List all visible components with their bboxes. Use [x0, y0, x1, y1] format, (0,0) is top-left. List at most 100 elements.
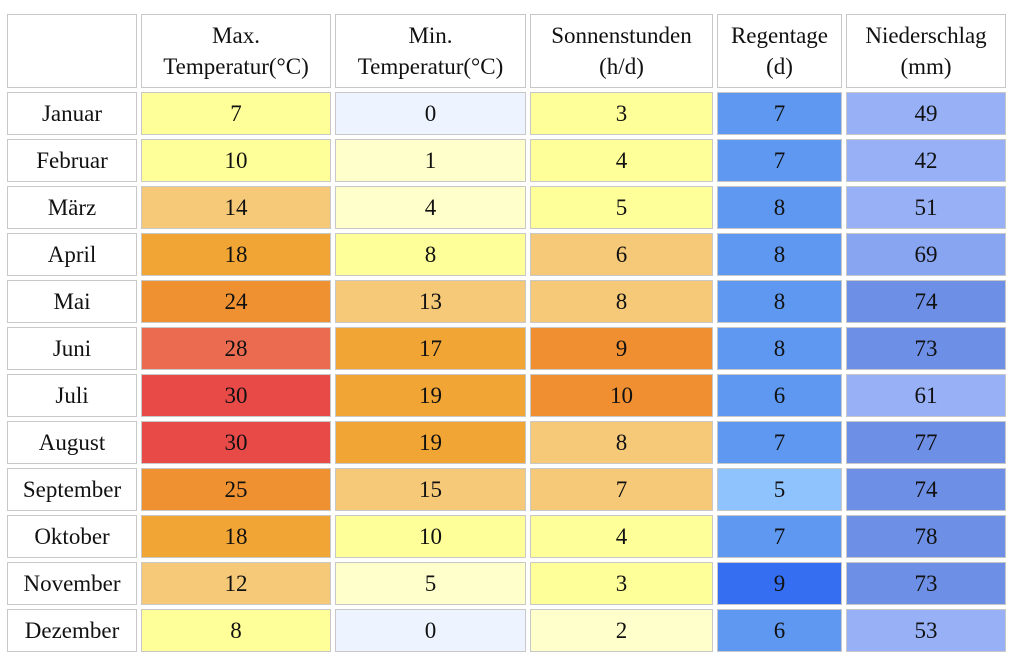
value-cell: 25: [141, 468, 331, 511]
value-cell: 3: [530, 562, 713, 605]
value-cell: 9: [717, 562, 842, 605]
value-cell: 10: [530, 374, 713, 417]
value-cell: 73: [846, 562, 1006, 605]
value-cell: 8: [717, 233, 842, 276]
table-row: Mai 24 13 8 8 74: [7, 280, 1006, 323]
value-cell: 7: [717, 421, 842, 464]
column-header: Min. Temperatur(°C): [335, 14, 526, 88]
column-header: Regentage (d): [717, 14, 842, 88]
value-cell: 8: [717, 327, 842, 370]
value-cell: 10: [141, 139, 331, 182]
header-line: Regentage: [730, 23, 829, 48]
value-cell: 19: [335, 421, 526, 464]
table-row: Juni 28 17 9 8 73: [7, 327, 1006, 370]
month-cell: März: [7, 186, 137, 229]
value-cell: 5: [717, 468, 842, 511]
value-cell: 8: [717, 186, 842, 229]
month-cell: Februar: [7, 139, 137, 182]
value-cell: 78: [846, 515, 1006, 558]
value-cell: 24: [141, 280, 331, 323]
value-cell: 8: [530, 421, 713, 464]
month-cell: Juli: [7, 374, 137, 417]
table-row: August 30 19 8 7 77: [7, 421, 1006, 464]
value-cell: 73: [846, 327, 1006, 370]
table-row: Oktober 18 10 4 7 78: [7, 515, 1006, 558]
month-cell: April: [7, 233, 137, 276]
value-cell: 61: [846, 374, 1006, 417]
table-row: Februar 10 1 4 7 42: [7, 139, 1006, 182]
value-cell: 5: [530, 186, 713, 229]
value-cell: 6: [530, 233, 713, 276]
column-header: Niederschlag (mm): [846, 14, 1006, 88]
header-line: (d): [766, 54, 793, 79]
value-cell: 8: [141, 609, 331, 652]
table-row: Januar 7 0 3 7 49: [7, 92, 1006, 135]
month-cell: September: [7, 468, 137, 511]
value-cell: 30: [141, 421, 331, 464]
value-cell: 5: [335, 562, 526, 605]
value-cell: 4: [530, 139, 713, 182]
table-row: Dezember 8 0 2 6 53: [7, 609, 1006, 652]
month-cell: Mai: [7, 280, 137, 323]
value-cell: 12: [141, 562, 331, 605]
value-cell: 7: [717, 139, 842, 182]
value-cell: 8: [335, 233, 526, 276]
value-cell: 53: [846, 609, 1006, 652]
value-cell: 30: [141, 374, 331, 417]
value-cell: 42: [846, 139, 1006, 182]
header-line: (h/d): [599, 54, 644, 79]
header-line: Temperatur(°C): [163, 54, 309, 79]
month-cell: August: [7, 421, 137, 464]
header-line: Sonnenstunden: [551, 23, 692, 48]
value-cell: 4: [530, 515, 713, 558]
value-cell: 19: [335, 374, 526, 417]
page: Max. Temperatur(°C) Min. Temperatur(°C) Sonn…: [7, 14, 1006, 652]
value-cell: 1: [335, 139, 526, 182]
value-cell: 2: [530, 609, 713, 652]
value-cell: 0: [335, 609, 526, 652]
value-cell: 18: [141, 233, 331, 276]
header-line: Temperatur(°C): [357, 54, 504, 79]
header-line: Max.: [212, 23, 260, 48]
month-cell: Juni: [7, 327, 137, 370]
table-row: April 18 8 6 8 69: [7, 233, 1006, 276]
header-row: Max. Temperatur(°C) Min. Temperatur(°C) Sonn…: [7, 14, 1006, 88]
value-cell: 7: [717, 515, 842, 558]
value-cell: 51: [846, 186, 1006, 229]
value-cell: 15: [335, 468, 526, 511]
value-cell: 8: [717, 280, 842, 323]
header-line: Min.: [408, 23, 453, 48]
value-cell: 74: [846, 468, 1006, 511]
value-cell: 0: [335, 92, 526, 135]
value-cell: 4: [335, 186, 526, 229]
corner-cell: [7, 14, 137, 88]
header-line: (mm): [900, 54, 952, 79]
value-cell: 13: [335, 280, 526, 323]
value-cell: 69: [846, 233, 1006, 276]
month-cell: Oktober: [7, 515, 137, 558]
value-cell: 49: [846, 92, 1006, 135]
header-line: Niederschlag: [865, 23, 987, 48]
value-cell: 17: [335, 327, 526, 370]
table-row: November 12 5 3 9 73: [7, 562, 1006, 605]
value-cell: 8: [530, 280, 713, 323]
value-cell: 3: [530, 92, 713, 135]
value-cell: 10: [335, 515, 526, 558]
month-cell: Januar: [7, 92, 137, 135]
value-cell: 7: [530, 468, 713, 511]
month-cell: November: [7, 562, 137, 605]
value-cell: 74: [846, 280, 1006, 323]
value-cell: 28: [141, 327, 331, 370]
value-cell: 7: [717, 92, 842, 135]
table-row: März 14 4 5 8 51: [7, 186, 1006, 229]
value-cell: 7: [141, 92, 331, 135]
value-cell: 14: [141, 186, 331, 229]
climate-table: Max. Temperatur(°C) Min. Temperatur(°C) Sonn…: [3, 10, 1010, 656]
table-row: Juli 30 19 10 6 61: [7, 374, 1006, 417]
value-cell: 18: [141, 515, 331, 558]
value-cell: 9: [530, 327, 713, 370]
column-header: Sonnenstunden (h/d): [530, 14, 713, 88]
column-header: Max. Temperatur(°C): [141, 14, 331, 88]
table-row: September 25 15 7 5 74: [7, 468, 1006, 511]
month-cell: Dezember: [7, 609, 137, 652]
